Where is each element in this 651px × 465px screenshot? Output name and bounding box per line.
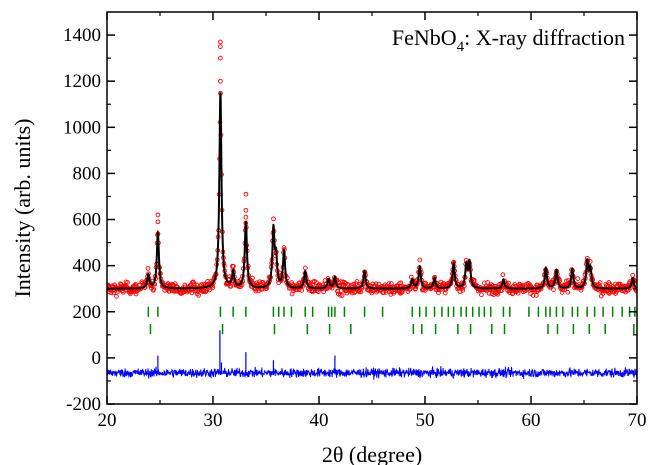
x-tick-label: 60 [522, 410, 541, 431]
observed-point [243, 214, 249, 220]
observed-point [145, 265, 151, 271]
observed-point [376, 281, 382, 287]
observed-point [151, 286, 157, 292]
x-tick-label: 30 [204, 410, 223, 431]
observed-point [551, 287, 556, 292]
observed-point [299, 288, 304, 293]
observed-point [243, 207, 249, 213]
observed-point [597, 280, 603, 285]
observed-point [218, 55, 223, 61]
observed-point [339, 293, 345, 298]
observed-point [207, 287, 212, 293]
observed-point [506, 280, 511, 286]
observed-point [228, 284, 234, 289]
observed-point [250, 275, 255, 281]
observed-point [398, 280, 404, 286]
observed-point [559, 290, 565, 295]
observed-point [353, 281, 359, 287]
observed-point [386, 281, 392, 286]
observed-point [231, 264, 236, 269]
y-tick-label: 600 [73, 210, 102, 231]
chart-annotation: FeNbO4: X-ray diffraction [392, 25, 625, 55]
observed-point [243, 191, 249, 197]
plot-frame [106, 11, 638, 405]
observed-point [565, 289, 571, 295]
observed-point [218, 44, 223, 49]
observed-point [460, 288, 466, 293]
observed-point [354, 279, 360, 284]
observed-point [533, 293, 539, 298]
y-tick-label: 1400 [63, 25, 101, 46]
observed-point [485, 280, 490, 285]
observed-point [125, 280, 130, 285]
annotation-subscript: 4 [457, 39, 465, 55]
observed-point [530, 293, 536, 298]
observed-point [499, 288, 505, 293]
bragg-positions [147, 306, 636, 335]
x-tick-label: 40 [310, 410, 329, 431]
observed-point [303, 265, 308, 271]
plot-data [107, 39, 637, 380]
observed-point [337, 292, 343, 298]
observed-point [500, 272, 506, 277]
observed-point [167, 288, 172, 294]
calculated-line [107, 92, 637, 290]
x-tick-label: 20 [98, 410, 117, 431]
observed-point [479, 292, 484, 298]
observed-point [218, 39, 223, 45]
observed-point [310, 282, 315, 287]
y-tick-label: 1000 [63, 117, 101, 138]
observed-point [114, 294, 119, 299]
observed-point [253, 288, 259, 294]
axes: 20 30 40 50 60 70 -200 0 200 400 600 800 1000 1200 140… [63, 12, 647, 431]
annotation-rest: : X-ray diffraction [464, 25, 625, 50]
y-tick-label: -200 [66, 394, 101, 415]
observed-series [107, 39, 637, 299]
x-tick-label: 70 [628, 410, 647, 431]
observed-point [271, 216, 276, 222]
x-tick-label: 50 [416, 410, 435, 431]
observed-point [210, 285, 216, 290]
y-tick-label: 400 [73, 256, 102, 277]
observed-point [111, 290, 117, 296]
observed-point [132, 282, 138, 288]
y-tick-label: 0 [92, 348, 102, 369]
observed-point [605, 290, 611, 295]
observed-point [172, 281, 178, 286]
difference-line [107, 366, 637, 380]
observed-point [155, 212, 161, 218]
observed-point [218, 78, 223, 84]
observed-point [196, 292, 201, 298]
observed-point [548, 284, 554, 290]
observed-point [413, 286, 418, 291]
annotation-main: FeNbO [392, 25, 457, 50]
observed-point [630, 272, 636, 278]
y-tick-label: 1200 [63, 71, 101, 92]
observed-point [107, 283, 110, 288]
y-axis-title: Intensity (arb. units) [10, 118, 35, 297]
observed-point [417, 257, 423, 263]
x-axis-title: 2θ (degree) [322, 442, 422, 465]
y-tick-label: 200 [73, 302, 102, 323]
observed-point [575, 276, 581, 281]
observed-point [155, 219, 161, 225]
observed-point [408, 286, 413, 292]
y-tick-label: 800 [73, 163, 102, 184]
